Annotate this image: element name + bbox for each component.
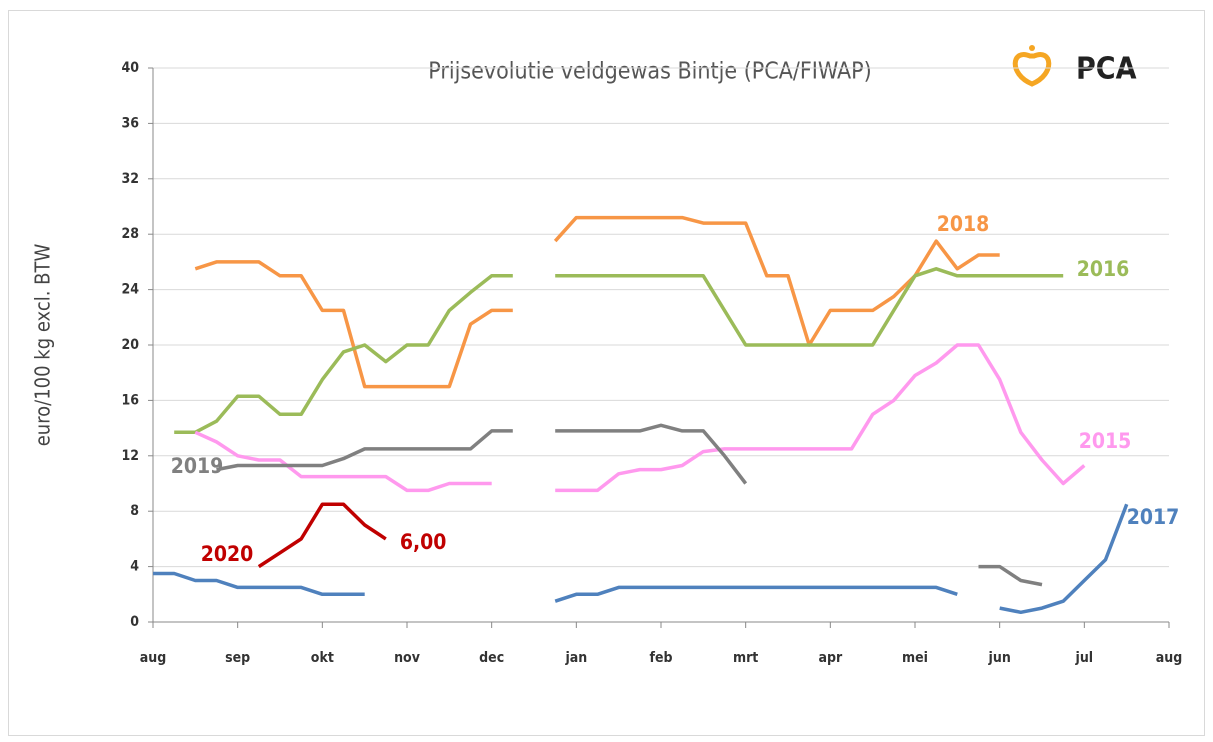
value-label: 6,00 (400, 530, 447, 554)
logo-dot (1029, 45, 1035, 51)
x-tick-label: nov (394, 650, 421, 666)
series-label: 2018 (937, 212, 990, 236)
x-tick-label: dec (479, 650, 504, 666)
frame (8, 10, 1205, 736)
x-tick-label: apr (818, 650, 843, 666)
series-label: 2015 (1079, 429, 1132, 453)
y-tick-label: 40 (121, 60, 139, 76)
x-tick-label: jul (1075, 650, 1094, 666)
series-label: 2016 (1077, 257, 1130, 281)
x-tick-label: aug (1156, 650, 1182, 666)
y-tick-label: 20 (121, 337, 139, 353)
series-line (216, 423, 1043, 587)
y-tick-label: 0 (130, 614, 139, 630)
chart-title: Prijsevolutie veldgewas Bintje (PCA/FIWA… (428, 59, 871, 85)
series-label: 2017 (1127, 505, 1180, 529)
series-line (174, 267, 1064, 435)
x-tick-label: aug (140, 650, 166, 666)
series-label: 2019 (171, 454, 224, 478)
logo-icon (1012, 52, 1052, 87)
series-label: 2020 (201, 542, 254, 566)
x-tick-label: mei (902, 650, 928, 666)
logo: PCA (1012, 45, 1137, 87)
y-tick-label: 36 (121, 115, 139, 131)
y-tick-label: 28 (121, 226, 139, 242)
series-line (194, 215, 1000, 389)
y-tick-label: 8 (130, 503, 139, 519)
series-line (194, 343, 1086, 493)
y-tick-label: 4 (130, 559, 139, 575)
x-tick-label: feb (649, 650, 672, 666)
x-tick-label: okt (311, 650, 334, 666)
x-tick-label: jun (988, 650, 1011, 666)
x-tick-label: mrt (733, 650, 758, 666)
logo-text: PCA (1076, 52, 1137, 87)
x-tick-label: jan (564, 650, 587, 666)
y-tick-label: 24 (121, 282, 139, 298)
y-axis-label: euro/100 kg excl. BTW (31, 244, 55, 447)
series-line (153, 503, 1129, 615)
series-line (257, 502, 387, 569)
y-tick-label: 16 (121, 392, 139, 408)
x-tick-label: sep (225, 650, 250, 666)
y-tick-label: 32 (121, 171, 139, 187)
y-tick-label: 12 (121, 448, 139, 464)
